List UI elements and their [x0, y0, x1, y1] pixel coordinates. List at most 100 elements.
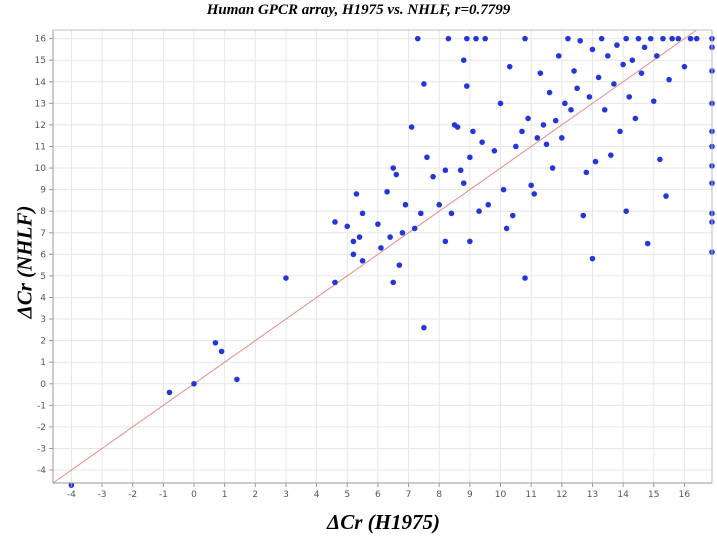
data-point: [595, 74, 602, 81]
y-tick-label: -4: [37, 466, 46, 476]
data-point: [632, 115, 639, 122]
y-tick-label: 1: [40, 358, 46, 368]
data-point: [675, 35, 682, 42]
data-point: [442, 238, 449, 245]
data-point: [629, 57, 636, 63]
data-point: [644, 240, 651, 247]
y-tick-label: 7: [40, 229, 46, 239]
data-point: [562, 100, 568, 107]
data-point: [378, 245, 384, 251]
data-point: [485, 201, 492, 208]
data-point: [424, 154, 430, 161]
data-point: [344, 223, 351, 230]
data-point: [350, 251, 357, 258]
data-point: [390, 165, 397, 171]
y-tick-label: 9: [40, 186, 46, 196]
x-tick-label: 6: [375, 490, 381, 500]
x-tick-label: 5: [344, 490, 350, 500]
data-points: [68, 35, 715, 488]
data-point: [620, 61, 626, 68]
data-point: [503, 225, 510, 232]
data-point: [442, 167, 449, 174]
data-point: [414, 35, 421, 42]
data-point: [513, 143, 519, 150]
data-point: [568, 107, 574, 113]
data-point: [359, 210, 366, 217]
data-point: [387, 234, 393, 240]
data-point: [457, 167, 464, 174]
data-point: [669, 35, 675, 42]
data-point: [460, 57, 467, 63]
data-point: [552, 117, 559, 124]
x-tick-label: -1: [159, 490, 168, 500]
data-point: [356, 234, 363, 240]
identity-line: [52, 29, 697, 484]
data-point: [470, 128, 476, 135]
data-point: [657, 156, 663, 163]
data-point: [467, 154, 473, 161]
data-point: [531, 191, 538, 197]
x-tick-label: 13: [587, 490, 598, 500]
data-point: [601, 107, 608, 113]
data-point: [534, 135, 541, 141]
data-point: [411, 225, 418, 232]
data-point: [402, 201, 409, 208]
y-tick-label: 12: [35, 121, 46, 131]
x-tick-label: 9: [467, 490, 473, 500]
data-point: [638, 70, 645, 76]
data-point: [583, 169, 590, 176]
data-point: [482, 35, 488, 42]
data-point: [479, 139, 485, 145]
data-point: [528, 182, 534, 189]
y-tick-label: -2: [37, 423, 46, 433]
data-point: [283, 275, 289, 281]
x-tick-label: 16: [679, 490, 691, 500]
data-point: [522, 275, 528, 281]
data-point: [497, 100, 504, 107]
data-point: [540, 122, 547, 128]
y-tick-label: 13: [35, 99, 46, 109]
data-point: [421, 324, 427, 331]
chart-title: Human GPCR array, H1975 vs. NHLF, r=0.77…: [206, 2, 511, 18]
x-tick-label: 0: [191, 490, 197, 500]
data-point: [543, 141, 550, 148]
data-point: [608, 152, 614, 158]
data-point: [234, 376, 240, 383]
data-point: [559, 135, 565, 141]
data-point: [212, 339, 219, 346]
data-point: [454, 124, 461, 130]
y-tick-label: 4: [40, 293, 46, 303]
data-point: [577, 37, 583, 44]
data-point: [421, 81, 427, 87]
data-point: [467, 238, 473, 245]
data-point: [611, 81, 617, 87]
data-point: [626, 94, 633, 100]
y-tick-label: 3: [40, 315, 46, 325]
data-point: [549, 165, 556, 171]
data-point: [693, 35, 700, 42]
y-tick-label: 0: [40, 380, 46, 390]
data-point: [500, 186, 507, 193]
data-point: [375, 221, 381, 227]
data-point: [408, 124, 415, 130]
data-point: [445, 35, 452, 42]
data-point: [476, 208, 482, 214]
data-point: [617, 128, 623, 135]
data-point: [166, 389, 173, 396]
data-point: [506, 63, 513, 70]
x-tick-label: 14: [617, 490, 629, 500]
data-point: [218, 348, 225, 355]
y-tick-label: 2: [40, 337, 46, 347]
plot-frame: [52, 29, 713, 484]
data-point: [580, 212, 587, 219]
data-point: [353, 191, 360, 197]
data-point: [448, 210, 455, 217]
data-point: [565, 35, 571, 42]
data-point: [546, 89, 553, 96]
data-point: [460, 180, 467, 186]
data-point: [359, 258, 366, 264]
y-tick-label: -1: [37, 401, 46, 411]
data-point: [390, 279, 397, 286]
data-point: [592, 158, 599, 165]
data-point: [614, 42, 620, 48]
